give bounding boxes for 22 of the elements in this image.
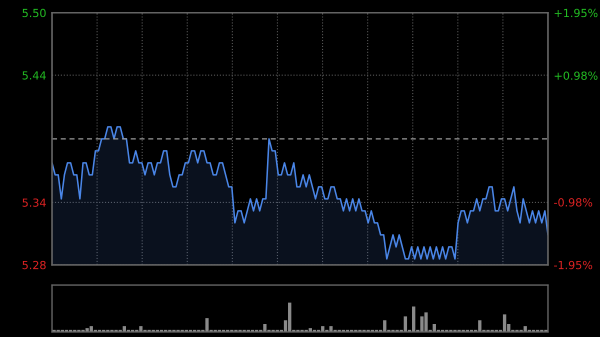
bar bbox=[288, 302, 292, 332]
y2-tick-label: -0.98% bbox=[554, 198, 592, 207]
bar bbox=[139, 326, 143, 332]
y2-tick-label: +0.98% bbox=[554, 71, 598, 80]
bar bbox=[321, 326, 324, 332]
y-tick-label: 5.28 bbox=[22, 260, 46, 270]
bar bbox=[478, 320, 482, 332]
y2-tick-label: -1.95% bbox=[554, 260, 592, 270]
bar bbox=[122, 326, 126, 332]
bar bbox=[90, 326, 93, 332]
bar bbox=[432, 324, 436, 332]
bar bbox=[524, 326, 527, 332]
bar bbox=[308, 328, 312, 332]
bar bbox=[383, 320, 386, 332]
bar bbox=[404, 316, 408, 332]
bar bbox=[263, 324, 267, 332]
y2-tick-label: +1.95% bbox=[554, 8, 598, 18]
y-tick-label: 5.44 bbox=[22, 71, 46, 80]
bar bbox=[412, 306, 416, 332]
bar bbox=[85, 328, 89, 332]
y-tick-label: 5.34 bbox=[22, 198, 46, 207]
y-tick-label: 5.50 bbox=[22, 8, 46, 18]
